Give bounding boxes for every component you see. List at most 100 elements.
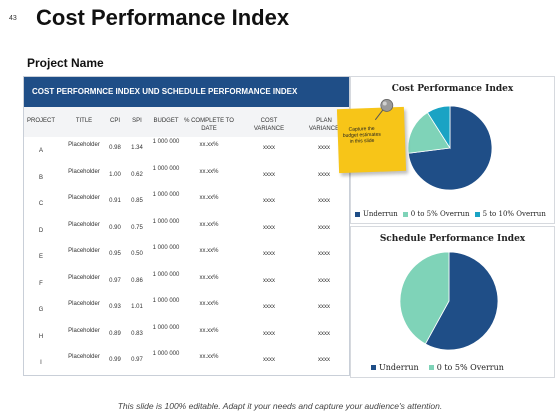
table-cell: xxxx — [263, 330, 275, 337]
performance-table: COST PERFORMNCE INDEX UND SCHEDULE PERFO… — [23, 76, 350, 376]
table-cell: 0.97 — [131, 357, 143, 363]
cost-pie-chart — [407, 105, 493, 191]
table-cell: Placeholder — [68, 142, 100, 148]
table-cell: 0.50 — [131, 251, 143, 257]
table-cell: xxxx — [318, 198, 330, 204]
table-cell: xx.xx% — [199, 248, 219, 254]
table-cell: 1 000 000 — [152, 165, 180, 172]
column-header-band — [24, 107, 349, 137]
table-cell: A — [38, 148, 43, 154]
table-cell: D — [38, 227, 44, 234]
legend-label: 5 to 10% Overrun — [482, 210, 546, 218]
page-title: Cost Performance Index — [36, 5, 290, 30]
table-cell: I — [40, 360, 42, 366]
legend-swatch — [402, 211, 408, 217]
table-cell: xxxx — [263, 277, 275, 284]
footer-note: This slide is 100% editable. Adapt it yo… — [117, 401, 443, 411]
table-cell: 1.34 — [131, 145, 143, 151]
table-header-bar: COST PERFORMNCE INDEX UND SCHEDULE PERFO… — [24, 77, 349, 107]
table-cell: 0.90 — [109, 224, 121, 231]
legend-swatch — [355, 211, 360, 217]
table-cell: 0.93 — [109, 304, 121, 310]
table-cell: Placeholder — [68, 327, 100, 334]
sticky-note: Capture the budget estimates in this sli… — [336, 99, 407, 174]
table-cell: xxxx — [318, 145, 330, 151]
table-cell: 1 000 000 — [152, 218, 180, 225]
table-cell: B — [38, 174, 43, 181]
table-cell: 0.85 — [131, 198, 143, 204]
table-cell: Placeholder — [68, 248, 100, 254]
column-header: COST VARIANCE — [253, 118, 285, 132]
table-cell: xxxx — [263, 198, 275, 204]
table-cell: 1 000 000 — [152, 298, 180, 304]
legend-swatch — [371, 365, 376, 370]
table-cell: 0.86 — [131, 277, 143, 284]
table-cell: 1 000 000 — [152, 192, 180, 198]
table-cell: 1 000 000 — [152, 324, 180, 331]
table-cell: xx.xx% — [199, 327, 219, 334]
table-cell: 1 000 000 — [152, 139, 180, 145]
table-cell: xx.xx% — [199, 221, 219, 228]
column-header: CPI — [109, 118, 120, 124]
table-cell: xx.xx% — [199, 142, 219, 148]
pie-slice-0-to-5-overrun — [407, 111, 451, 154]
column-header: PROJECT — [26, 118, 55, 124]
schedule-pie-chart — [399, 251, 499, 351]
table-cell: xxxx — [318, 224, 330, 231]
table-cell: 0.95 — [109, 251, 121, 257]
legend-item: 5 to 10% Overrun — [474, 210, 546, 218]
table-cell: xx.xx% — [199, 195, 219, 201]
table-cell: Placeholder — [68, 301, 100, 307]
pie-slice-0-to-5-overrun — [399, 251, 450, 345]
table-cell: H — [38, 333, 44, 340]
column-header: PLAN VARIANCE — [308, 118, 340, 132]
table-cell: E — [38, 254, 43, 260]
legend-swatch — [428, 365, 434, 370]
table-cell: 0.91 — [109, 198, 121, 204]
table-cell: 1 000 000 — [152, 245, 180, 251]
table-cell: xxxx — [263, 145, 275, 151]
table-cell: xxxx — [318, 357, 330, 363]
table-cell: xx.xx% — [199, 354, 219, 360]
table-cell: xxxx — [263, 224, 275, 231]
table-cell: Placeholder — [68, 168, 100, 175]
column-header: % COMPLETE TO DATE — [184, 118, 234, 132]
table-cell: 0.75 — [131, 224, 143, 231]
project-name-heading: Project Name — [27, 56, 104, 70]
legend-label: Underrun — [363, 210, 398, 218]
table-cell: 1 000 000 — [152, 351, 180, 357]
table-cell: Placeholder — [68, 274, 100, 281]
table-cell: xxxx — [318, 330, 330, 337]
legend-item: 0 to 5% Overrun — [402, 210, 470, 218]
table-cell: xx.xx% — [199, 274, 219, 281]
table-cell: xxxx — [318, 171, 330, 178]
table-cell: 0.62 — [131, 171, 143, 178]
column-header: TITLE — [75, 118, 93, 124]
chart-title: Schedule Performance Index — [379, 234, 526, 244]
table-cell: 1.00 — [109, 171, 121, 178]
table-cell: Placeholder — [68, 354, 100, 360]
column-header: SPI — [132, 118, 142, 124]
table-cell: 1.01 — [131, 304, 143, 310]
table-cell: xx.xx% — [199, 301, 219, 307]
table-cell: 0.99 — [109, 357, 121, 363]
legend-item: 0 to 5% Overrun — [428, 363, 504, 372]
table-cell: Placeholder — [68, 221, 100, 228]
schedule-performance-chart-panel: Schedule Performance Index Underrun 0 to … — [350, 226, 555, 378]
legend-item: Underrun — [371, 363, 419, 372]
table-cell: 1 000 000 — [152, 271, 180, 278]
sticky-note-text: Capture the budget estimates in this sli… — [342, 125, 381, 145]
table-cell: xxxx — [318, 277, 330, 284]
pushpin-icon — [374, 99, 394, 121]
table-cell: 0.98 — [109, 145, 121, 151]
chart-title: Cost Performance Index — [391, 84, 514, 94]
table-cell: xxxx — [263, 357, 275, 363]
table-cell: xxxx — [318, 251, 330, 257]
slide-number: 43 — [9, 15, 17, 22]
table-cell: G — [38, 307, 44, 313]
table-cell: F — [39, 280, 43, 287]
table-cell: C — [38, 201, 44, 207]
legend-label: 0 to 5% Overrun — [410, 210, 470, 218]
table-cell: 0.83 — [131, 330, 143, 337]
pie-slice-underrun — [424, 251, 499, 351]
